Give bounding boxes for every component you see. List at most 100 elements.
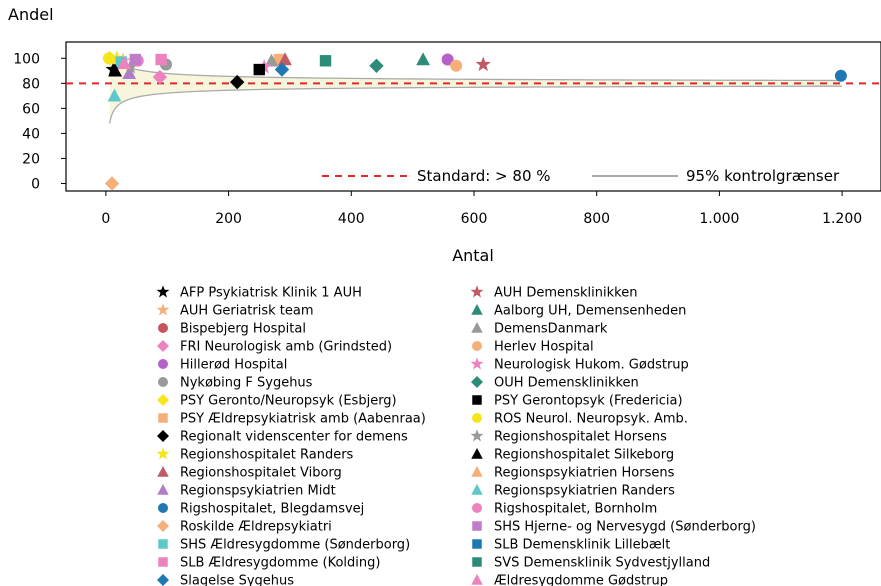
legend-marker	[472, 395, 482, 405]
data-point	[475, 56, 491, 72]
data-point	[264, 53, 279, 67]
x-tick-label: 0	[101, 211, 110, 227]
legend-marker	[472, 503, 482, 513]
data-point	[155, 53, 167, 66]
data-point	[122, 66, 137, 80]
data-point	[117, 56, 132, 69]
series-legend: AFP Psykiatrisk Klinik 1 AUH AUH Geriatri…	[156, 285, 756, 586]
legend-label: AUH Geriatrisk team	[180, 304, 314, 319]
legend-label: PSY Gerontopsyk (Fredericia)	[494, 394, 683, 409]
legend-label: Neurologisk Hukom. Gødstrup	[494, 358, 689, 373]
data-point	[450, 59, 463, 72]
legend-label: SLB Demensklinik Lillebælt	[494, 538, 670, 553]
legend-label: DemensDanmark	[494, 322, 608, 337]
legend-marker	[472, 341, 482, 351]
legend-marker	[471, 574, 483, 585]
standard-legend-label: Standard: > 80 %	[417, 167, 551, 185]
legend-marker	[156, 285, 170, 298]
legend-marker	[158, 539, 168, 549]
x-tick-label: 600	[461, 211, 488, 227]
legend-label: Regionspsykiatrien Horsens	[494, 466, 675, 481]
legend-label: Rigshospitalet, Blegdamsvej	[180, 502, 364, 517]
y-tick-label: 0	[31, 176, 40, 192]
data-point	[834, 69, 847, 82]
y-tick-label: 20	[22, 151, 40, 167]
legend-marker	[471, 448, 483, 459]
legend-marker	[472, 413, 482, 423]
legend-marker	[157, 484, 169, 495]
legend-marker	[157, 340, 169, 352]
data-point	[274, 62, 290, 77]
legend-marker	[157, 394, 169, 406]
legend-label: SVS Demensklinik Sydvestjylland	[494, 556, 710, 571]
control-limit-layer	[108, 57, 843, 124]
legend-label: Slagelse Sygehus	[180, 574, 294, 586]
data-point	[319, 55, 332, 67]
data-point	[122, 58, 139, 74]
y-tick-label: 40	[22, 126, 40, 142]
y-tick-label: 80	[22, 76, 40, 92]
legend-label: Bispebjerg Hospital	[180, 322, 306, 337]
x-axis-title: Antal	[452, 246, 494, 265]
data-point	[108, 63, 122, 77]
legend-marker	[470, 357, 484, 370]
legend-label: Aalborg UH, Demensenheden	[494, 304, 686, 319]
legend-marker	[471, 466, 483, 477]
legend-marker	[157, 430, 169, 442]
legend-label: Regionalt videnscenter for demens	[180, 430, 408, 445]
data-point	[102, 52, 115, 65]
legend-marker	[156, 303, 170, 316]
legend-label: Regionspsykiatrien Randers	[494, 484, 675, 499]
y-tick-label: 100	[13, 51, 40, 67]
data-point	[129, 53, 142, 66]
legend-label: SHS Hjerne- og Nervesygd (Sønderborg)	[494, 520, 756, 535]
data-point	[152, 69, 168, 85]
legend-label: SHS Ældresygdomme (Sønderborg)	[180, 538, 410, 553]
legend-marker	[158, 413, 168, 423]
legend-marker	[157, 466, 169, 477]
legend-marker	[156, 447, 170, 460]
legend-marker	[471, 322, 483, 333]
legend-marker	[158, 503, 168, 513]
legend-label: OUH Demensklinikken	[494, 376, 639, 391]
legend-label: PSY Ældrepsykiatrisk amb (Aabenraa)	[180, 412, 426, 427]
x-tick-label: 200	[215, 211, 242, 227]
data-point	[253, 63, 265, 76]
legend-label: Rigshospitalet, Bornholm	[494, 502, 657, 517]
legend-marker	[158, 377, 168, 387]
legend-marker	[157, 574, 169, 586]
legend-label: FRI Neurologisk amb (Grindsted)	[180, 340, 392, 355]
legend-marker	[471, 304, 483, 315]
data-point	[104, 176, 120, 191]
legend-marker	[470, 285, 484, 298]
legend-label: Regionshospitalet Viborg	[180, 466, 342, 481]
legend-label: Regionspsykiatrien Midt	[180, 484, 336, 499]
data-point	[273, 53, 286, 66]
legend-marker	[470, 429, 484, 442]
data-point	[229, 74, 245, 90]
labels-layer: Andel Antal	[8, 5, 494, 265]
data-point	[369, 58, 384, 73]
axes-layer: 0 200 400 600 800 1.000 1.200 0 20 40 60 80 100	[13, 41, 881, 227]
plot-legend: Standard: > 80 % 95% kontrolgrænser	[322, 167, 840, 185]
x-tick-label: 400	[338, 211, 365, 227]
legend-label: Ældresygdomme Gødstrup	[494, 574, 668, 586]
legend-marker	[158, 323, 168, 333]
legend-marker	[471, 376, 483, 388]
legend-marker	[158, 359, 168, 369]
legend-label: Hillerød Hospital	[180, 358, 287, 373]
x-tick-label: 1.200	[822, 211, 862, 227]
legend-marker	[472, 557, 482, 567]
legend-label: AFP Psykiatrisk Klinik 1 AUH	[180, 286, 362, 301]
legend-label: SLB Ældresygdomme (Kolding)	[180, 556, 380, 571]
x-tick-label: 1.000	[699, 211, 739, 227]
data-point	[416, 52, 430, 66]
lower-control-limit	[108, 85, 843, 124]
legend-marker	[158, 557, 168, 567]
y-tick-label: 60	[22, 101, 40, 117]
legend-label: PSY Geronto/Neuropsyk (Esbjerg)	[180, 394, 397, 409]
data-point	[278, 52, 292, 66]
legend-label: ROS Neurol. Neuropsyk. Amb.	[494, 412, 688, 427]
